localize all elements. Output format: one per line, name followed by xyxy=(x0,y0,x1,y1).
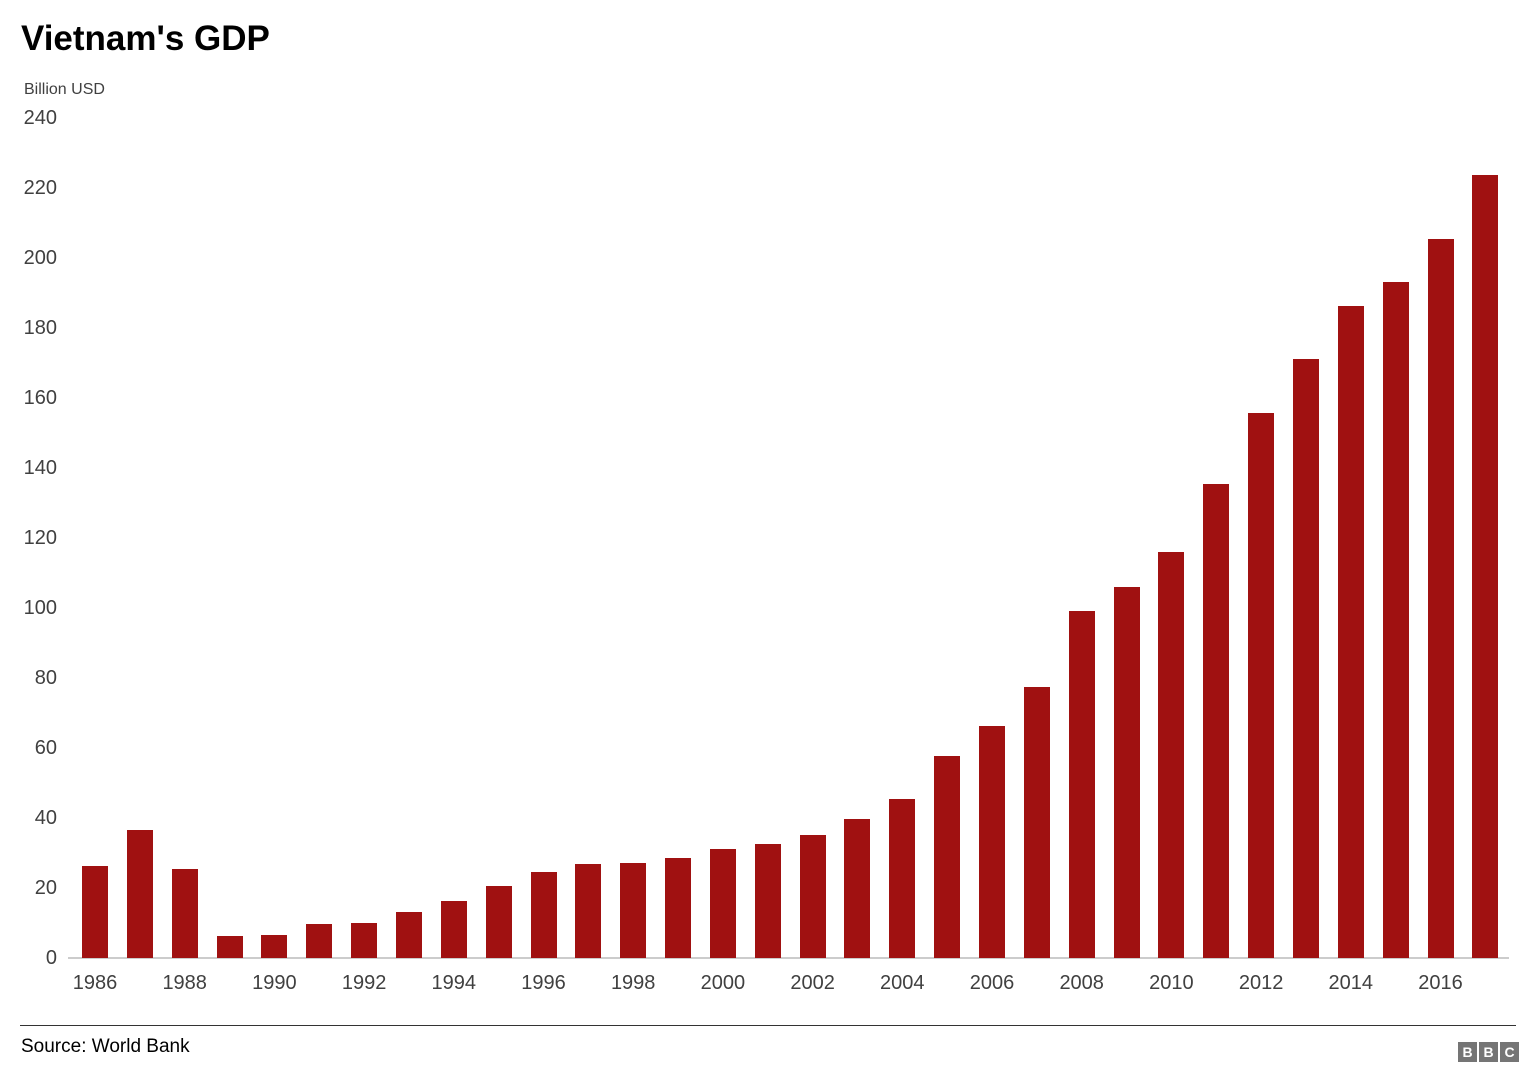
bar-2001 xyxy=(754,843,781,958)
x-tick-label-2000: 2000 xyxy=(700,972,746,994)
bar-2014 xyxy=(1337,306,1364,958)
y-tick-label-200: 200 xyxy=(23,247,57,269)
x-axis-line xyxy=(68,957,1509,959)
y-tick-label-240: 240 xyxy=(23,107,57,129)
x-tick-label-1990: 1990 xyxy=(252,972,297,994)
bar-1998 xyxy=(620,862,647,958)
bar-1986 xyxy=(82,865,108,958)
bar-2016 xyxy=(1427,239,1454,958)
bar-2005 xyxy=(934,756,961,958)
y-tick-label-80: 80 xyxy=(34,667,57,689)
x-tick-label-2006: 2006 xyxy=(969,972,1015,994)
bar-2000 xyxy=(709,848,736,958)
bar-2011 xyxy=(1203,483,1230,958)
x-tick-label-1986: 1986 xyxy=(72,972,118,994)
x-tick-label-1992: 1992 xyxy=(341,972,387,994)
bbc-logo: B B C xyxy=(1458,1042,1519,1062)
bbc-logo-letter: B xyxy=(1479,1042,1498,1062)
bbc-logo-letter: B xyxy=(1458,1042,1477,1062)
y-axis-units-label: Billion USD xyxy=(24,81,105,98)
chart-title: Vietnam's GDP xyxy=(21,19,270,58)
x-tick-label-1994: 1994 xyxy=(431,972,477,994)
bar-2004 xyxy=(889,799,916,958)
bar-1994 xyxy=(440,900,467,958)
bar-1996 xyxy=(530,871,557,958)
bar-2015 xyxy=(1382,281,1409,958)
bar-1997 xyxy=(575,864,602,958)
y-tick-label-120: 120 xyxy=(23,527,57,549)
x-tick-label-2008: 2008 xyxy=(1059,972,1104,994)
bar-1999 xyxy=(665,857,692,958)
x-tick-label-2010: 2010 xyxy=(1149,972,1194,994)
bar-1995 xyxy=(485,885,512,958)
bar-2002 xyxy=(799,835,826,958)
x-tick-label-2014: 2014 xyxy=(1328,972,1374,994)
footer-divider xyxy=(20,1025,1516,1026)
bar-2013 xyxy=(1292,358,1319,958)
bar-2009 xyxy=(1113,587,1140,958)
bar-1988 xyxy=(171,869,198,958)
x-tick-label-1998: 1998 xyxy=(610,972,656,994)
y-tick-label-20: 20 xyxy=(34,877,57,899)
y-tick-label-220: 220 xyxy=(23,177,57,199)
y-tick-label-40: 40 xyxy=(34,807,57,829)
bar-1990 xyxy=(261,935,288,958)
bbc-logo-letter: C xyxy=(1500,1042,1519,1062)
y-tick-label-180: 180 xyxy=(23,317,57,339)
bar-2006 xyxy=(979,725,1005,958)
y-tick-label-100: 100 xyxy=(23,597,57,619)
bar-1991 xyxy=(306,924,333,958)
y-tick-label-140: 140 xyxy=(23,457,57,479)
bar-1987 xyxy=(126,829,153,958)
y-tick-label-60: 60 xyxy=(34,737,57,759)
x-tick-label-2004: 2004 xyxy=(880,972,925,994)
bar-1993 xyxy=(395,911,422,958)
x-tick-label-2012: 2012 xyxy=(1238,972,1284,994)
x-tick-label-2002: 2002 xyxy=(790,972,835,994)
x-tick-label-2016: 2016 xyxy=(1418,972,1463,994)
bar-2003 xyxy=(844,819,871,958)
bar-1992 xyxy=(351,923,378,958)
bar-2010 xyxy=(1158,552,1185,958)
y-tick-label-160: 160 xyxy=(23,387,57,409)
bar-2007 xyxy=(1023,687,1050,958)
bar-2008 xyxy=(1068,611,1095,958)
y-tick-label-0: 0 xyxy=(45,947,57,969)
x-tick-label-1988: 1988 xyxy=(162,972,207,994)
bar-2017 xyxy=(1472,174,1499,958)
bar-1989 xyxy=(216,935,243,958)
x-tick-label-1996: 1996 xyxy=(521,972,566,994)
bar-2012 xyxy=(1248,412,1275,958)
source-label: Source: World Bank xyxy=(21,1036,190,1057)
